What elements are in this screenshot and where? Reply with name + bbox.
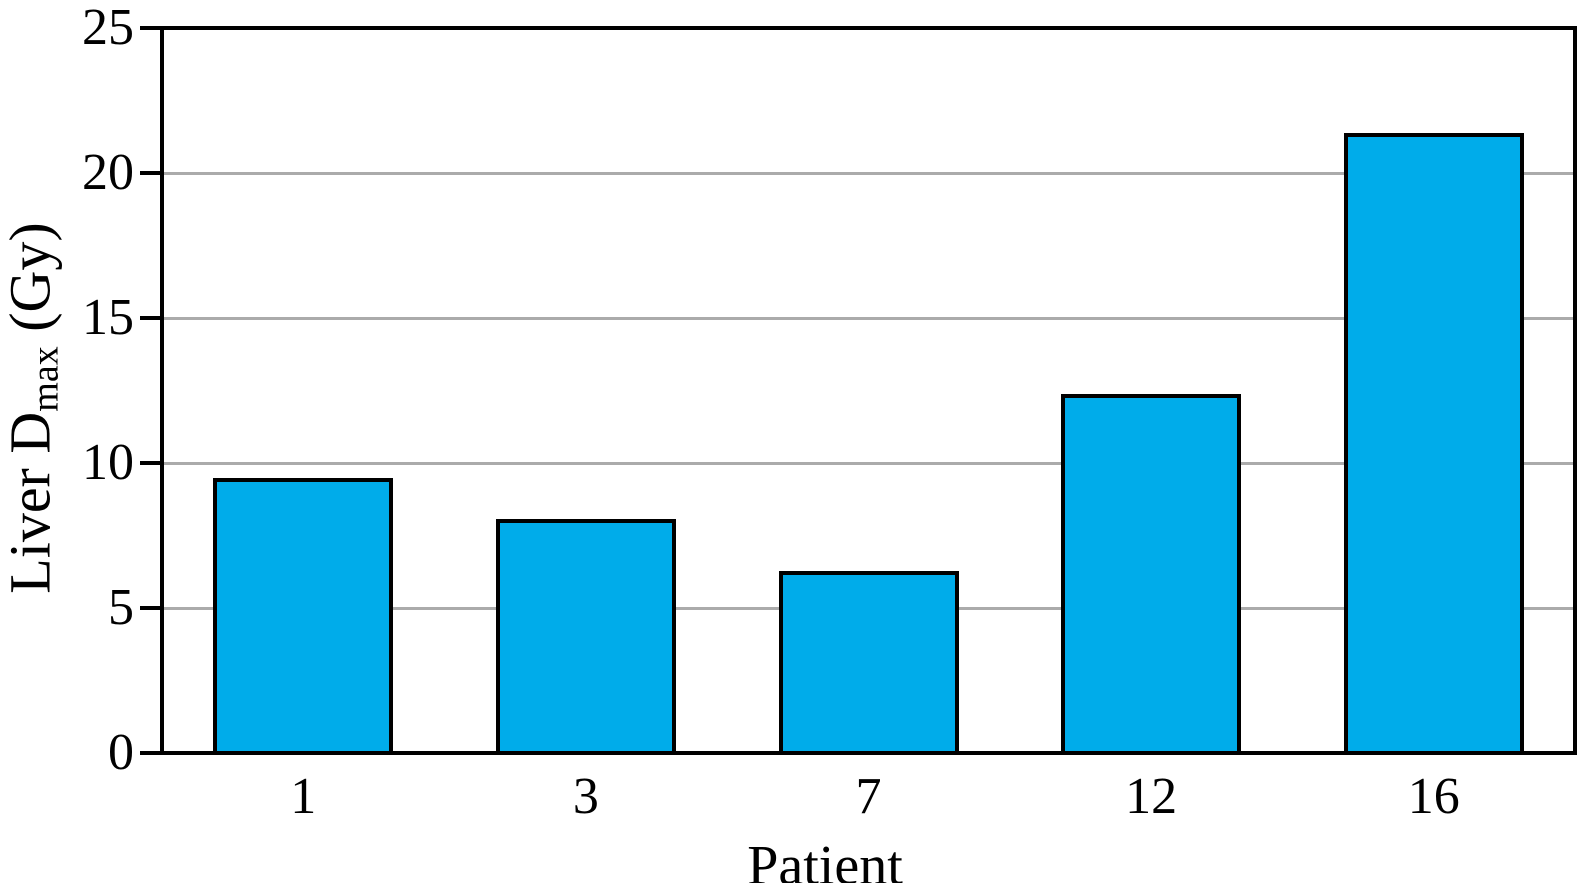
y-tick-label-15: 15	[82, 289, 134, 346]
bar-patient-16	[1343, 133, 1524, 755]
gridline-10	[164, 461, 1573, 465]
y-tick-mark-5	[140, 606, 162, 610]
y-tick-mark-15	[140, 316, 162, 320]
x-tick-label-16: 16	[1407, 768, 1460, 825]
gridline-15	[164, 316, 1573, 320]
y-tick-label-5: 5	[108, 579, 134, 636]
gridline-20	[164, 171, 1573, 175]
bar-patient-3	[495, 519, 676, 755]
bar-patient-7	[778, 571, 959, 755]
y-tick-label-25: 25	[82, 0, 134, 56]
y-axis-title: Liver Dmax (Gy)	[0, 222, 74, 593]
y-tick-mark-25	[140, 26, 162, 30]
bar-patient-12	[1061, 394, 1242, 755]
y-tick-label-0: 0	[108, 724, 134, 781]
y-tick-label-10: 10	[82, 434, 134, 491]
y-tick-mark-20	[140, 171, 162, 175]
y-axis-title-subscript: max	[24, 346, 67, 412]
x-tick-label-1: 1	[290, 768, 317, 825]
bar-patient-1	[213, 478, 394, 755]
y-tick-mark-10	[140, 461, 162, 465]
x-tick-label-7: 7	[855, 768, 882, 825]
y-tick-mark-0	[140, 751, 162, 755]
x-axis-title: Patient	[747, 835, 903, 883]
y-tick-label-20: 20	[82, 144, 134, 201]
x-tick-label-12: 12	[1125, 768, 1178, 825]
x-tick-label-3: 3	[572, 768, 599, 825]
